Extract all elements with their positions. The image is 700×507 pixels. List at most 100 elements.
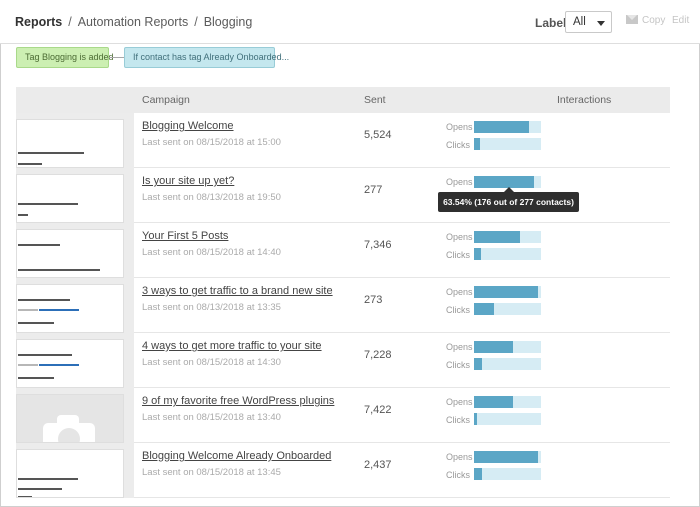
opens-label: Opens bbox=[446, 287, 473, 297]
page-header: Reports / Automation Reports / Blogging Labe… bbox=[0, 0, 700, 44]
chevron-down-icon bbox=[597, 21, 605, 26]
thumbnail-column bbox=[16, 223, 134, 278]
copy-label: Copy bbox=[642, 15, 666, 26]
last-sent-text: Last sent on 08/15/2018 at 13:40 bbox=[142, 412, 281, 423]
clicks-label: Clicks bbox=[446, 250, 470, 260]
last-sent-text: Last sent on 08/15/2018 at 14:40 bbox=[142, 247, 281, 258]
edit-button[interactable]: Edit bbox=[672, 15, 690, 26]
opens-bar[interactable] bbox=[474, 286, 541, 298]
email-thumbnail[interactable] bbox=[16, 229, 124, 278]
clicks-bar[interactable] bbox=[474, 248, 541, 260]
automation-step-tag[interactable]: Tag Blogging is added bbox=[16, 47, 114, 68]
opens-bar[interactable] bbox=[474, 176, 541, 188]
sent-count: 7,228 bbox=[364, 349, 392, 361]
opens-bar[interactable] bbox=[474, 231, 541, 243]
opens-label: Opens bbox=[446, 177, 473, 187]
opens-bar-fill bbox=[474, 341, 513, 353]
clicks-bar-fill bbox=[474, 468, 483, 480]
last-sent-text: Last sent on 08/15/2018 at 14:30 bbox=[142, 357, 281, 368]
campaign-link[interactable]: 4 ways to get more traffic to your site bbox=[142, 340, 322, 352]
copy-button[interactable]: Copy bbox=[626, 15, 665, 26]
clicks-bar-fill bbox=[474, 138, 481, 150]
opens-bar-fill bbox=[474, 451, 539, 463]
clicks-bar-fill bbox=[474, 358, 483, 370]
opens-bar[interactable] bbox=[474, 121, 541, 133]
column-campaign: Campaign bbox=[142, 94, 190, 106]
table-row: Blogging Welcome Last sent on 08/15/2018… bbox=[16, 113, 670, 168]
email-thumbnail[interactable] bbox=[16, 174, 124, 223]
opens-bar[interactable] bbox=[474, 341, 541, 353]
clicks-label: Clicks bbox=[446, 415, 470, 425]
campaign-link[interactable]: Blogging Welcome Already Onboarded bbox=[142, 450, 332, 462]
breadcrumb-current: Blogging bbox=[203, 15, 253, 29]
clicks-label: Clicks bbox=[446, 140, 470, 150]
step-connector bbox=[109, 57, 124, 58]
mail-icon bbox=[626, 15, 638, 24]
clicks-bar[interactable] bbox=[474, 413, 541, 425]
thumbnail-column bbox=[16, 388, 134, 443]
column-sent: Sent bbox=[364, 94, 386, 106]
breadcrumb-reports[interactable]: Reports bbox=[15, 15, 63, 29]
campaign-link[interactable]: 9 of my favorite free WordPress plugins bbox=[142, 395, 335, 407]
last-sent-text: Last sent on 08/15/2018 at 15:00 bbox=[142, 137, 281, 148]
column-interactions: Interactions bbox=[557, 94, 612, 106]
campaign-link[interactable]: Your First 5 Posts bbox=[142, 230, 229, 242]
opens-label: Opens bbox=[446, 232, 473, 242]
thumbnail-column bbox=[16, 443, 134, 498]
opens-bar-fill bbox=[474, 286, 539, 298]
opens-label: Opens bbox=[446, 122, 473, 132]
table-row: Your First 5 Posts Last sent on 08/15/20… bbox=[16, 223, 670, 278]
sent-count: 2,437 bbox=[364, 459, 392, 471]
opens-label: Opens bbox=[446, 397, 473, 407]
email-thumbnail[interactable] bbox=[16, 449, 124, 498]
sent-count: 7,346 bbox=[364, 239, 392, 251]
sent-count: 7,422 bbox=[364, 404, 392, 416]
opens-bar-fill bbox=[474, 396, 513, 408]
table-header: Campaign Sent Interactions bbox=[16, 87, 670, 113]
opens-label: Opens bbox=[446, 342, 473, 352]
sent-count: 277 bbox=[364, 184, 383, 196]
clicks-bar[interactable] bbox=[474, 358, 541, 370]
breadcrumb-automation-reports[interactable]: Automation Reports bbox=[77, 15, 189, 29]
automation-step-condition[interactable]: If contact has tag Already Onboarded... bbox=[124, 47, 289, 68]
clicks-bar[interactable] bbox=[474, 303, 541, 315]
email-thumbnail[interactable] bbox=[16, 394, 124, 443]
opens-bar-fill bbox=[474, 176, 535, 188]
clicks-bar[interactable] bbox=[474, 138, 541, 150]
breadcrumb-separator: / bbox=[194, 15, 198, 29]
opens-label: Opens bbox=[446, 452, 473, 462]
label-filter-value: All bbox=[573, 16, 586, 28]
email-thumbnail[interactable] bbox=[16, 284, 124, 333]
sent-count: 5,524 bbox=[364, 129, 392, 141]
opens-bar[interactable] bbox=[474, 451, 541, 463]
campaign-link[interactable]: Is your site up yet? bbox=[142, 175, 235, 187]
clicks-label: Clicks bbox=[446, 470, 470, 480]
breadcrumb: Reports / Automation Reports / Blogging bbox=[15, 15, 252, 29]
table-row: Blogging Welcome Already Onboarded Last … bbox=[16, 443, 670, 498]
table-row: 4 ways to get more traffic to your site … bbox=[16, 333, 670, 388]
clicks-bar[interactable] bbox=[474, 468, 541, 480]
campaign-link[interactable]: Blogging Welcome bbox=[142, 120, 234, 132]
clicks-bar-fill bbox=[474, 248, 481, 260]
email-thumbnail[interactable] bbox=[16, 119, 124, 168]
table-row: 3 ways to get traffic to a brand new sit… bbox=[16, 278, 670, 333]
email-thumbnail[interactable] bbox=[16, 339, 124, 388]
label-filter-select[interactable]: All bbox=[565, 11, 612, 33]
breadcrumb-separator: / bbox=[68, 15, 72, 29]
last-sent-text: Last sent on 08/13/2018 at 13:35 bbox=[142, 302, 281, 313]
last-sent-text: Last sent on 08/15/2018 at 13:45 bbox=[142, 467, 281, 478]
clicks-label: Clicks bbox=[446, 360, 470, 370]
clicks-bar-fill bbox=[474, 303, 495, 315]
table-row: 9 of my favorite free WordPress plugins … bbox=[16, 388, 670, 443]
clicks-bar-fill bbox=[474, 413, 477, 425]
clicks-label: Clicks bbox=[446, 305, 470, 315]
last-sent-text: Last sent on 08/13/2018 at 19:50 bbox=[142, 192, 281, 203]
label-filter-label: Label bbox=[535, 16, 567, 30]
opens-bar[interactable] bbox=[474, 396, 541, 408]
opens-bar-fill bbox=[474, 121, 529, 133]
opens-bar-fill bbox=[474, 231, 521, 243]
campaign-link[interactable]: 3 ways to get traffic to a brand new sit… bbox=[142, 285, 333, 297]
sent-count: 273 bbox=[364, 294, 383, 306]
opens-tooltip: 63.54% (176 out of 277 contacts) bbox=[438, 187, 579, 212]
thumbnail-column bbox=[16, 113, 134, 168]
